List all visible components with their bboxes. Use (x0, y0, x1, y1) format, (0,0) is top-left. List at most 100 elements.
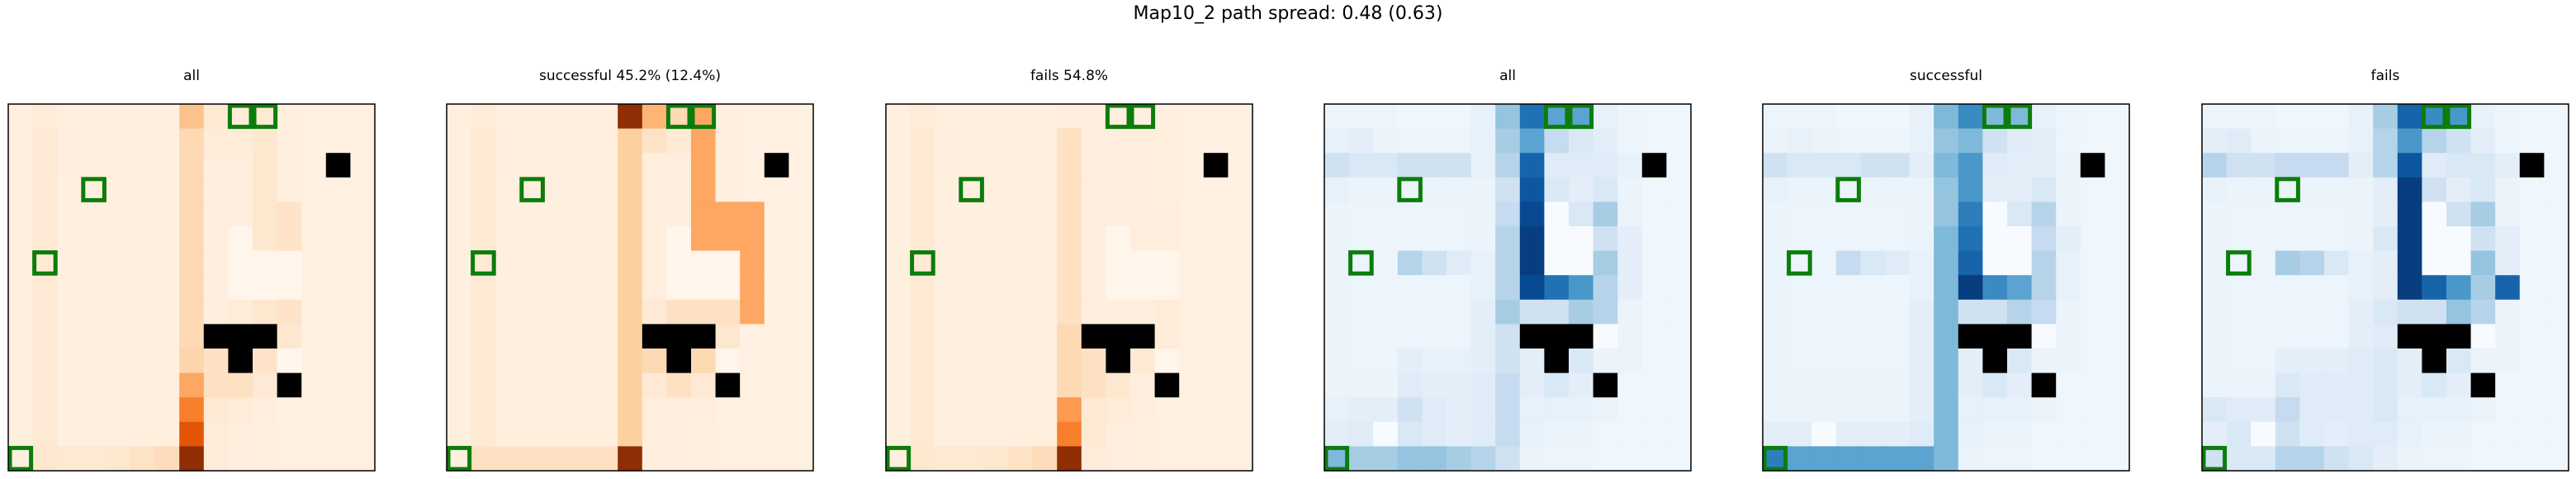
heatmap-cell (1422, 177, 1447, 202)
heatmap-cell (666, 226, 692, 252)
heatmap-cell (57, 104, 83, 130)
heatmap-cell (593, 128, 618, 154)
heatmap-cell (569, 446, 594, 472)
heatmap-cell (2495, 349, 2521, 374)
heatmap-cell (1470, 299, 1496, 325)
heatmap-cell (2348, 275, 2374, 301)
heatmap-cell (2446, 250, 2472, 276)
heatmap-svg (446, 103, 814, 472)
heatmap-cell (2422, 128, 2447, 154)
heatmap-cell (788, 177, 814, 202)
panel-title: all (1499, 68, 1516, 84)
heatmap-cell (2031, 275, 2057, 301)
heatmap-cell (1397, 349, 1423, 374)
heatmap-cell (81, 226, 107, 252)
obstacle-cell (228, 324, 253, 349)
heatmap-cell (2251, 226, 2276, 252)
heatmap-cell (886, 128, 912, 154)
heatmap-cell (691, 372, 717, 398)
heatmap-cell (715, 397, 741, 423)
heatmap-cell (1593, 202, 1618, 227)
heatmap-cell (1397, 421, 1423, 447)
heatmap-cell (2251, 275, 2276, 301)
heatmap-cell (8, 177, 34, 202)
heatmap-cell (8, 104, 34, 130)
plot-frame (1324, 103, 1692, 472)
heatmap-cell (130, 128, 156, 154)
heatmap-cell (1544, 299, 1570, 325)
heatmap-cell (1593, 299, 1618, 325)
heatmap-cell (447, 324, 472, 349)
heatmap-cell (1081, 372, 1106, 398)
panel-title: all (183, 68, 200, 84)
heatmap-cell (154, 177, 180, 202)
heatmap-cell (2275, 104, 2300, 130)
heatmap-cell (618, 104, 643, 130)
heatmap-cell (593, 446, 618, 472)
obstacle-cell (715, 372, 741, 398)
heatmap-cell (2495, 372, 2521, 398)
heatmap-cell (154, 421, 180, 447)
heatmap-cell (764, 397, 789, 423)
heatmap-cell (350, 397, 376, 423)
goal-marker (885, 445, 912, 472)
heatmap-cell (715, 446, 741, 472)
heatmap-cell (1569, 299, 1594, 325)
heatmap-cell (1495, 421, 1521, 447)
heatmap-cell (1081, 153, 1106, 178)
heatmap-cell (1569, 202, 1594, 227)
heatmap-cell (179, 226, 205, 252)
heatmap-cell (471, 372, 496, 398)
heatmap-cell (2324, 446, 2350, 472)
heatmap-cell (1885, 349, 1911, 374)
heatmap-cell (2397, 177, 2422, 202)
heatmap-cell (1008, 446, 1034, 472)
heatmap-cell (642, 446, 667, 472)
heatmap-cell (1885, 372, 1911, 398)
heatmap-cell (886, 104, 912, 130)
heatmap-cell (1081, 275, 1106, 301)
heatmap-cell (2275, 128, 2300, 154)
heatmap-cell (1787, 153, 1812, 178)
heatmap-cell (691, 202, 717, 227)
heatmap-cell (691, 397, 717, 423)
heatmap-cell (2397, 104, 2422, 130)
heatmap-cell (1569, 275, 1594, 301)
heatmap-cell (1934, 349, 1959, 374)
heatmap-cell (1081, 104, 1106, 130)
heatmap-cell (1470, 226, 1496, 252)
heatmap-cell (253, 299, 278, 325)
heatmap-cell (618, 397, 643, 423)
heatmap-cell (2056, 324, 2081, 349)
heatmap-cell (519, 226, 545, 252)
heatmap-cell (1203, 299, 1229, 325)
heatmap-cell (618, 128, 643, 154)
heatmap-cell (471, 446, 496, 472)
heatmap-panel-5: successful (1762, 68, 2130, 472)
heatmap-cell (1057, 104, 1082, 130)
heatmap-cell (544, 226, 570, 252)
obstacle-cell (1081, 324, 1106, 349)
heatmap-cell (1032, 104, 1058, 130)
heatmap-cell (1154, 421, 1180, 447)
heatmap-cell (130, 177, 156, 202)
heatmap-cell (1763, 421, 1788, 447)
heatmap-cell (2031, 446, 2057, 472)
heatmap-cell (2495, 421, 2521, 447)
heatmap-cell (228, 421, 253, 447)
heatmap-cell (1447, 128, 1472, 154)
heatmap-cell (277, 299, 302, 325)
heatmap-cell (740, 299, 765, 325)
heatmap-cell (253, 349, 278, 374)
heatmap-cell (1860, 153, 1886, 178)
heatmap-cell (935, 250, 960, 276)
heatmap-cell (1228, 349, 1253, 374)
heatmap-cell (1593, 104, 1618, 130)
heatmap-cell (910, 397, 935, 423)
heatmap-cell (1179, 153, 1205, 178)
goal-marker (1105, 103, 1131, 130)
heatmap-cell (32, 104, 58, 130)
heatmap-cell (350, 446, 376, 472)
heatmap-cell (81, 324, 107, 349)
heatmap-cell (1179, 275, 1205, 301)
